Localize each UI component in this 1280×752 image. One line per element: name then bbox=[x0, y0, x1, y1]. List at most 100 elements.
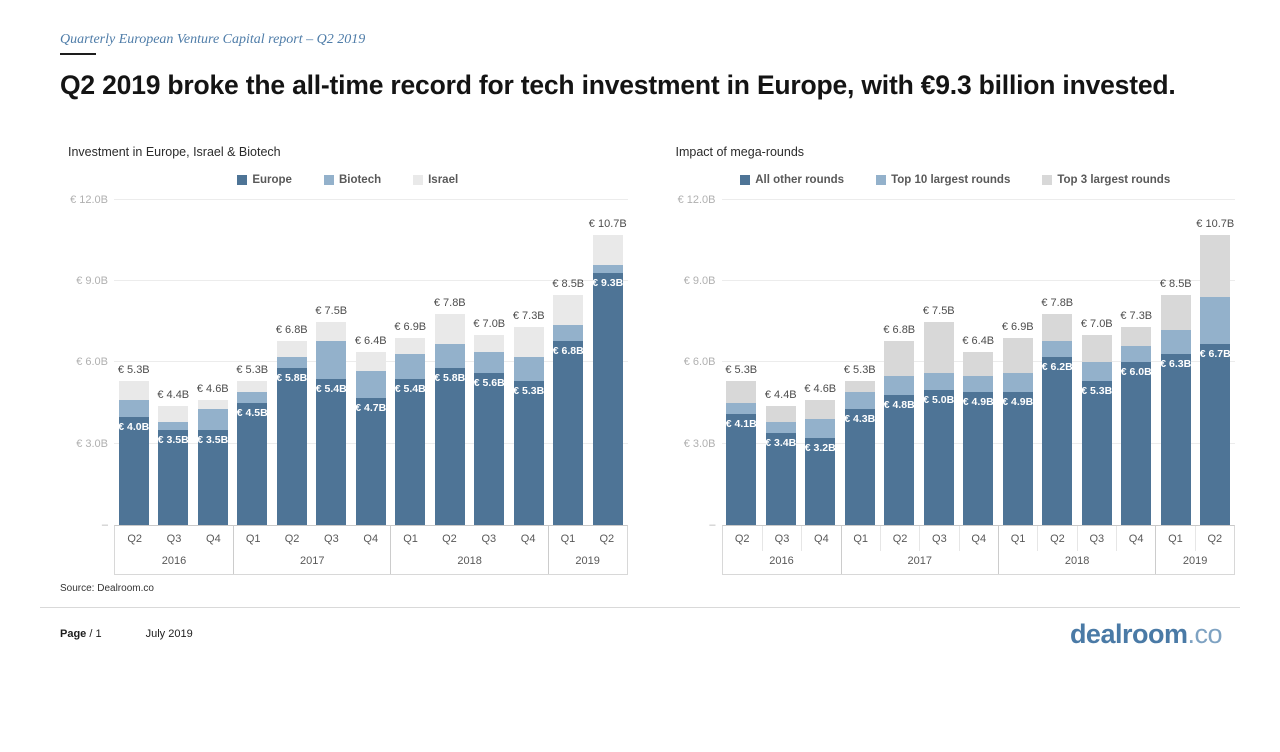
legend-item-israel: Israel bbox=[413, 174, 458, 186]
bar-total-label: € 7.5B bbox=[922, 304, 955, 317]
y-axis-label: € 6.0B bbox=[76, 356, 108, 369]
quarter-label: Q3 bbox=[919, 525, 958, 551]
bar-segment-biotech bbox=[355, 370, 386, 398]
quarter-label: Q2 bbox=[1037, 525, 1076, 551]
quarter-label: Q4 bbox=[958, 525, 998, 551]
year-label: 2017 bbox=[840, 550, 998, 574]
bar bbox=[276, 340, 307, 525]
legend-item-biotech: Biotech bbox=[323, 174, 381, 186]
bar-segment-top-10-largest-rounds bbox=[1121, 346, 1152, 363]
slide-title: Q2 2019 broke the all-time record for te… bbox=[60, 70, 1176, 100]
bar-value-label: € 5.4B bbox=[394, 382, 426, 395]
bar-value-label: € 4.7B bbox=[355, 401, 387, 414]
bar-value-label: € 4.5B bbox=[236, 407, 268, 420]
bar-segment-israel bbox=[513, 327, 544, 358]
bar-total-label: € 5.3B bbox=[236, 364, 269, 377]
bar-column: € 5.3B € 4.3B bbox=[840, 200, 880, 525]
legend-swatch-biotech bbox=[323, 174, 334, 185]
chart-investment-europe-israel-biotech: Investment in Europe, Israel & Biotech E… bbox=[68, 145, 628, 575]
gridline bbox=[721, 280, 1235, 282]
bar-segment-israel bbox=[158, 405, 189, 423]
legend-swatch-europe bbox=[237, 174, 248, 185]
legend-label: All other rounds bbox=[755, 173, 845, 186]
bar-segment-top-3-largest-rounds bbox=[923, 321, 954, 374]
bar-column: € 7.8B € 5.8B bbox=[430, 200, 470, 525]
quarter-label: Q2 bbox=[734, 532, 750, 545]
bar-segment-biotech bbox=[513, 357, 544, 382]
bar-segment-top-3-largest-rounds bbox=[1200, 235, 1231, 298]
bar-segment-biotech bbox=[197, 408, 228, 431]
bar-segment-top-3-largest-rounds bbox=[844, 381, 875, 393]
y-axis-label: € 9.0B bbox=[683, 275, 716, 288]
bar-value-label: € 3.5B bbox=[157, 434, 189, 447]
bar-segment-top-10-largest-rounds bbox=[1160, 329, 1191, 355]
quarter-label: Q2 bbox=[599, 532, 615, 545]
bar-segment-israel bbox=[276, 340, 307, 358]
quarter-label: Q1 bbox=[997, 525, 1037, 551]
bar-segment-top-10-largest-rounds bbox=[844, 392, 875, 409]
bar-column: € 7.3B € 5.3B bbox=[509, 200, 549, 525]
bar bbox=[513, 327, 544, 525]
quarter-label: Q1 bbox=[1155, 525, 1194, 551]
year-label: 2018 bbox=[390, 550, 547, 574]
bar-segment-biotech bbox=[276, 357, 307, 368]
bar-segment-biotech bbox=[395, 354, 426, 379]
bar-column: € 10.7B € 9.3B bbox=[588, 200, 628, 525]
bar-segment-all-other-rounds bbox=[1002, 392, 1033, 525]
bar-segment-top-3-largest-rounds bbox=[765, 405, 796, 423]
bar-value-label: € 4.0B bbox=[118, 420, 150, 433]
bar-column: € 5.3B € 4.5B bbox=[233, 200, 273, 525]
source-note: Source: Dealroom.co bbox=[60, 582, 154, 594]
quarter-label: Q3 bbox=[166, 532, 182, 545]
legend-label: Europe bbox=[252, 173, 292, 186]
bar-column: € 6.9B € 4.9B bbox=[998, 200, 1038, 525]
bar-column: € 5.3B € 4.1B bbox=[722, 200, 762, 525]
bar-column: € 8.5B € 6.8B bbox=[549, 200, 589, 525]
bar bbox=[963, 351, 994, 525]
bar-segment-biotech bbox=[316, 340, 347, 379]
quarter-label: Q1 bbox=[547, 525, 587, 551]
bar-segment-top-3-largest-rounds bbox=[1121, 327, 1152, 347]
bar-segment-israel bbox=[237, 381, 268, 393]
bar-column: € 8.5B € 6.3B bbox=[1156, 200, 1196, 525]
bar-value-label: € 6.0B bbox=[1120, 366, 1152, 379]
quarter-label: Q2 bbox=[1194, 525, 1234, 551]
bar-total-label: € 6.9B bbox=[1001, 321, 1034, 334]
bar-segment-biotech bbox=[237, 392, 268, 404]
bar-segment-europe bbox=[237, 403, 268, 525]
quarter-label: Q4 bbox=[1115, 525, 1155, 551]
bar-segment-biotech bbox=[434, 343, 465, 368]
bar-column: € 7.0B € 5.3B bbox=[1077, 200, 1117, 525]
bar-segment-top-3-largest-rounds bbox=[963, 351, 994, 377]
legend-swatch-israel bbox=[413, 174, 424, 185]
footer-date: July 2019 bbox=[145, 628, 193, 641]
bar-value-label: € 6.2B bbox=[1041, 361, 1073, 374]
legend-item-top-10-largest-rounds: Top 10 largest rounds bbox=[876, 174, 1010, 186]
bar-column: € 5.3B € 4.0B bbox=[114, 200, 154, 525]
bar-segment-top-10-largest-rounds bbox=[884, 376, 915, 395]
quarter-label: Q3 bbox=[1076, 525, 1116, 551]
bar bbox=[1042, 313, 1073, 525]
legend-swatch-top-10-largest-rounds bbox=[876, 174, 887, 185]
quarter-label: Q4 bbox=[363, 532, 379, 545]
gridline bbox=[114, 280, 628, 282]
charts-row: Investment in Europe, Israel & Biotech E… bbox=[68, 145, 1235, 575]
bar-segment-top-10-largest-rounds bbox=[726, 403, 757, 414]
eyebrow-underline bbox=[60, 53, 96, 55]
bar-segment-top-10-largest-rounds bbox=[1042, 340, 1073, 358]
bar bbox=[1200, 235, 1231, 525]
quarter-label: Q3 bbox=[324, 532, 339, 545]
plot-area: € 12.0B € 9.0B € 6.0B € 3.0B – € 5.3B € 4.0B € … bbox=[68, 194, 628, 531]
bar bbox=[592, 235, 623, 525]
bar-segment-top-10-largest-rounds bbox=[765, 422, 796, 433]
bar-total-label: € 7.5B bbox=[315, 304, 348, 317]
bar-total-label: € 6.8B bbox=[275, 323, 308, 336]
bar-total-label: € 4.6B bbox=[804, 383, 837, 396]
bar-total-label: € 10.7B bbox=[1196, 218, 1235, 231]
quarter-label: Q2 bbox=[442, 532, 457, 545]
bar-value-label: € 5.3B bbox=[513, 385, 545, 398]
bar-value-label: € 5.8B bbox=[276, 371, 308, 384]
bar-value-label: € 9.3B bbox=[592, 277, 624, 290]
bar-segment-israel bbox=[316, 321, 347, 341]
bar-segment-top-10-largest-rounds bbox=[1081, 362, 1112, 382]
